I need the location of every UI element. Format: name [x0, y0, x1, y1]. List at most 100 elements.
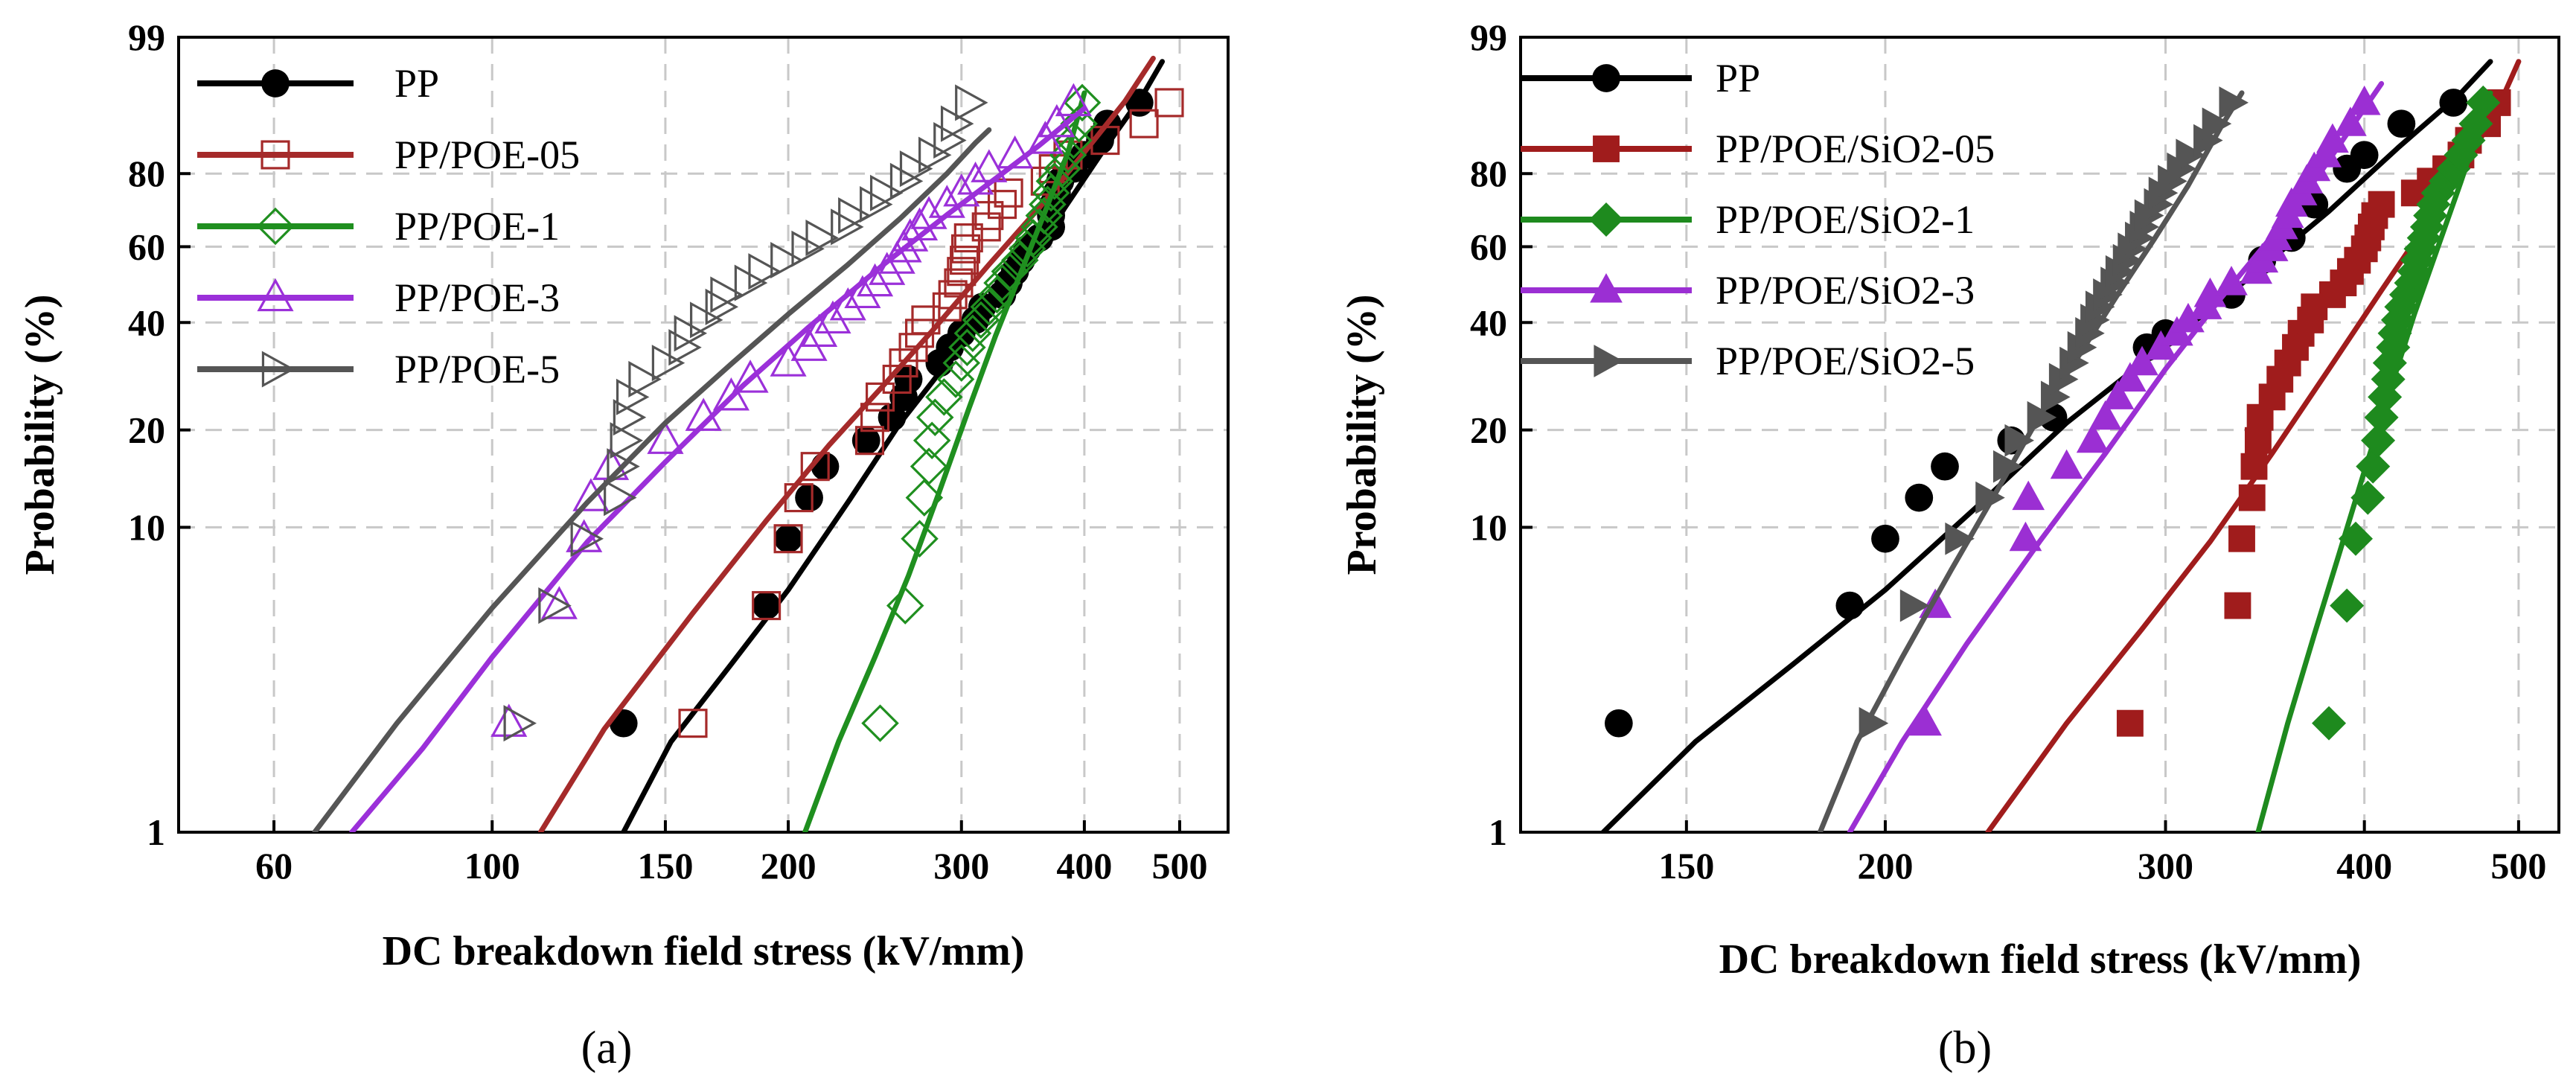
series-pp-poe-sio2-3 — [1847, 80, 2385, 832]
panel-a: 60 100 150 200 300 400 500 1 10 20 40 60 80 99 PP PP/PO… — [17, 16, 1230, 1073]
data-point-pp-poe-05-8 — [865, 382, 895, 412]
data-point-pp-poe-5-26 — [899, 150, 933, 188]
data-point-pp-poe-sio2-05-1 — [2116, 709, 2144, 737]
series-pp-poe-1 — [802, 83, 1102, 832]
data-point-pp-poe-sio2-3-30 — [2348, 85, 2381, 115]
legend-label-pp-poe-sio2-5: PP/POE/SiO2-5 — [1716, 339, 1975, 383]
legend-label-pp-poe-sio2-3: PP/POE/SiO2-3 — [1716, 268, 1975, 313]
data-point-pp-poe-sio2-3-29 — [2334, 106, 2367, 136]
data-point-pp-poe-sio2-05-3 — [2228, 525, 2255, 552]
legend: PP PP/POE/SiO2-05 PP/POE/SiO2-1 PP/POE/SiO2… — [1521, 56, 1995, 383]
data-point-pp-2 — [1835, 591, 1864, 620]
x-tick-label-150: 150 — [637, 845, 693, 887]
data-point-pp-poe-sio2-3-6 — [2076, 423, 2109, 453]
legend-marker-pp — [261, 69, 290, 98]
data-point-pp-poe-sio2-5-2 — [1899, 589, 1930, 622]
data-point-pp-poe-05-6 — [854, 426, 885, 456]
y-tick-label-99: 99 — [1470, 16, 1507, 58]
data-point-pp-poe-05-19 — [950, 234, 981, 264]
data-point-pp-poe-sio2-3-28 — [2316, 123, 2349, 153]
x-tick-label-400: 400 — [1056, 845, 1112, 887]
x-tick-label-150: 150 — [1658, 845, 1714, 887]
data-point-pp-poe-05-21 — [971, 212, 1001, 242]
x-tick-label-100: 100 — [464, 845, 520, 887]
data-point-pp-poe-1-25 — [1035, 162, 1074, 200]
data-point-pp-poe-sio2-5-30 — [2219, 86, 2249, 119]
y-tick-label-10: 10 — [1470, 506, 1507, 548]
data-point-pp-5 — [1931, 452, 1959, 481]
data-point-pp-poe-sio2-5-7 — [2027, 400, 2057, 434]
data-point-pp-poe-sio2-5-11 — [2067, 330, 2097, 364]
data-point-pp-poe-3-28 — [1026, 121, 1064, 154]
panel-b: 150 200 300 400 500 1 10 20 40 60 80 99 PP PP/POE/SiO… — [1339, 16, 2560, 1073]
data-point-pp-poe-05-20 — [953, 223, 983, 253]
series-pp-poe-05 — [537, 55, 1184, 832]
y-tick-label-20: 20 — [128, 409, 165, 451]
data-point-pp-poe-5-21 — [831, 208, 864, 246]
data-point-pp-poe-05-5 — [800, 452, 830, 482]
data-point-pp-poe-05-24 — [994, 178, 1023, 208]
data-point-pp-poe-3-15 — [844, 275, 881, 309]
y-tick-label-20: 20 — [1470, 409, 1507, 451]
data-point-pp-poe-sio2-5-26 — [2167, 152, 2196, 185]
data-point-pp-poe-05-1 — [678, 709, 708, 738]
legend-label-pp-poe-sio2-1: PP/POE/SiO2-1 — [1716, 197, 1975, 242]
legend-label-pp-poe-sio2-05: PP/POE/SiO2-05 — [1716, 127, 1995, 171]
legend-label-pp-poe-05: PP/POE-05 — [394, 132, 580, 177]
data-point-pp-poe-3-2 — [540, 586, 578, 619]
plot-frame — [1519, 36, 2560, 834]
data-point-pp-poe-5-1 — [503, 705, 537, 742]
series-pp-poe-sio2-1 — [2255, 85, 2501, 832]
data-point-pp-poe-sio2-3-5 — [2050, 449, 2083, 479]
data-point-pp-poe-3-23 — [928, 185, 965, 218]
data-point-pp-poe-5-25 — [889, 162, 924, 199]
y-tick-label-1: 1 — [147, 811, 165, 853]
data-point-pp-4 — [795, 483, 823, 512]
data-point-pp-poe-3-7 — [685, 397, 722, 431]
data-point-pp-poe-3-8 — [712, 377, 750, 411]
data-point-pp-poe-5-12 — [674, 315, 708, 352]
data-point-pp-poe-5-14 — [705, 288, 739, 325]
data-point-pp-poe-sio2-3-10 — [2126, 345, 2158, 376]
data-point-pp-17 — [2439, 89, 2468, 117]
y-tick-label-10: 10 — [128, 506, 165, 548]
data-point-pp-poe-sio2-05-2 — [2224, 592, 2251, 619]
data-point-pp-poe-5-10 — [651, 345, 685, 382]
data-point-pp-poe-5-6 — [610, 422, 644, 459]
legend-label-pp-poe-1: PP/POE-1 — [394, 204, 560, 249]
legend-marker-pp-poe-3 — [257, 278, 294, 312]
data-point-pp-4 — [1905, 483, 1934, 512]
data-point-pp-poe-3-13 — [814, 300, 851, 334]
data-point-pp-poe-sio2-1-30 — [2466, 85, 2501, 120]
data-point-pp-poe-5-23 — [860, 186, 893, 223]
data-point-pp-poe-05-17 — [947, 257, 977, 287]
series-pp-poe-5 — [312, 84, 992, 832]
series-pp-poe-3 — [349, 83, 1092, 832]
data-point-pp-poe-1-15 — [978, 275, 1016, 314]
data-point-pp-poe-1-13 — [962, 301, 1000, 339]
data-point-pp-poe-3-21 — [901, 207, 939, 241]
data-point-pp-poe-3-4 — [572, 478, 610, 511]
x-tick-label-300: 300 — [2138, 845, 2193, 887]
data-point-pp-poe-sio2-1-5 — [2356, 449, 2391, 484]
data-point-pp-poe-05-27 — [1053, 140, 1083, 170]
data-point-pp-poe-1-11 — [948, 328, 986, 366]
legend-marker-pp-poe-sio2-3 — [1590, 273, 1623, 303]
data-point-pp-poe-1-8 — [925, 378, 963, 416]
legend-marker-pp — [1592, 64, 1620, 92]
y-tick-label-80: 80 — [1470, 153, 1507, 194]
data-point-pp-poe-3-20 — [892, 218, 929, 252]
x-tick-label-500: 500 — [2490, 845, 2546, 887]
data-point-pp-poe-5-5 — [607, 448, 640, 485]
data-point-pp-poe-3-1 — [490, 703, 528, 737]
data-point-pp-poe-sio2-1-1 — [2312, 706, 2347, 741]
x-axis-title: DC breakdown field stress (kV/mm) — [1719, 936, 2362, 983]
data-point-pp-poe-sio2-3-9 — [2114, 362, 2147, 392]
data-point-pp-poe-3-26 — [971, 149, 1008, 182]
data-point-pp-poe-3-14 — [829, 287, 866, 321]
y-axis-title: Probability (%) — [17, 295, 63, 575]
data-point-pp-15 — [2350, 141, 2379, 170]
data-point-pp-poe-sio2-05-23 — [2368, 191, 2395, 218]
